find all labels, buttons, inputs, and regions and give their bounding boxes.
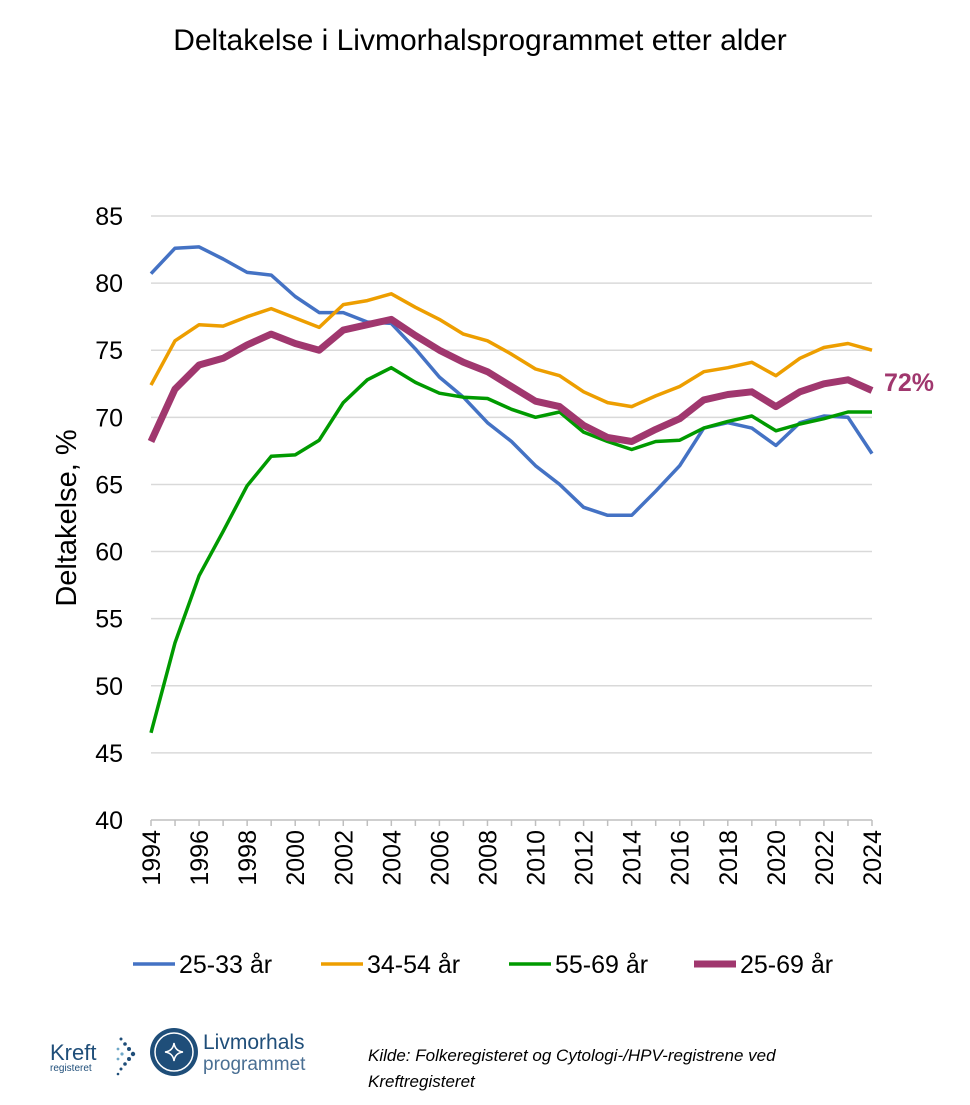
- x-tick-label: 1994: [138, 830, 166, 886]
- x-tick-label: 2018: [715, 830, 743, 886]
- series-lines: [147, 245, 874, 734]
- y-tick-label: 65: [95, 471, 123, 499]
- x-tick-label: 2004: [378, 830, 406, 886]
- gridlines: [150, 215, 873, 826]
- y-tick-label: 60: [95, 539, 123, 567]
- source-note: Kilde: Folkeregisteret og Cytologi-/HPV-…: [368, 1046, 776, 1091]
- series-line-25-69-år: [147, 315, 874, 445]
- x-tick-label: 2024: [859, 830, 887, 886]
- y-tick-label: 85: [95, 203, 123, 231]
- x-tick-label: 2016: [667, 830, 695, 886]
- livmorhalsprogrammet-logo: Livmorhals programmet: [150, 1028, 306, 1076]
- x-tick-label: 2002: [330, 830, 358, 886]
- x-tick-label: 2012: [571, 830, 599, 886]
- y-tick-label: 45: [95, 740, 123, 768]
- x-tick-label: 2014: [619, 830, 647, 886]
- logos: Kreft registeret Livmorhals programmet: [48, 1027, 308, 1092]
- x-tick-label: 1998: [234, 830, 262, 886]
- x-tick-label: 2008: [474, 830, 502, 886]
- y-tick-label: 40: [95, 807, 123, 835]
- svg-text:Kreft: Kreft: [50, 1040, 96, 1065]
- legend-label: 25-69 år: [740, 951, 833, 979]
- y-tick-labels: 40 45 50 55 60 65 70 75 80 85: [95, 203, 123, 835]
- y-axis-label: Deltakelse, %: [51, 429, 83, 606]
- x-tick-label: 2020: [763, 830, 791, 886]
- legend-label: 34-54 år: [367, 951, 460, 979]
- x-tick-label: 2022: [811, 830, 839, 886]
- y-tick-label: 70: [95, 404, 123, 432]
- kreftregisteret-logo: Kreft registeret: [50, 1037, 136, 1076]
- x-tick-label: 1996: [186, 830, 214, 886]
- svg-text:programmet: programmet: [203, 1054, 306, 1075]
- y-tick-label: 75: [95, 337, 123, 365]
- y-tick-label: 55: [95, 606, 123, 634]
- svg-text:Livmorhals: Livmorhals: [203, 1031, 305, 1054]
- x-tick-label: 2000: [282, 830, 310, 886]
- series-line-25-33-år: [149, 245, 874, 518]
- series-line-34-54-år: [149, 292, 873, 409]
- series-line-55-69-år: [149, 365, 872, 734]
- x-tick-label: 2010: [523, 830, 551, 886]
- legend-label: 25-33 år: [179, 951, 272, 979]
- legend: 25-33 år 34-54 år 55-69 år 25-69 år: [133, 951, 833, 979]
- chart-title: Deltakelse i Livmorhalsprogrammet etter …: [173, 24, 787, 57]
- legend-label: 55-69 år: [555, 951, 648, 979]
- x-tick-labels: 1994 1996 1998 2000 2002 2004 2006 2008 2010 2012…: [138, 830, 887, 886]
- svg-text:registeret: registeret: [50, 1063, 92, 1074]
- annotation-72-percent: 72%: [884, 369, 934, 397]
- x-tick-label: 2006: [426, 830, 454, 886]
- y-tick-label: 80: [95, 270, 123, 298]
- y-tick-label: 50: [95, 673, 123, 701]
